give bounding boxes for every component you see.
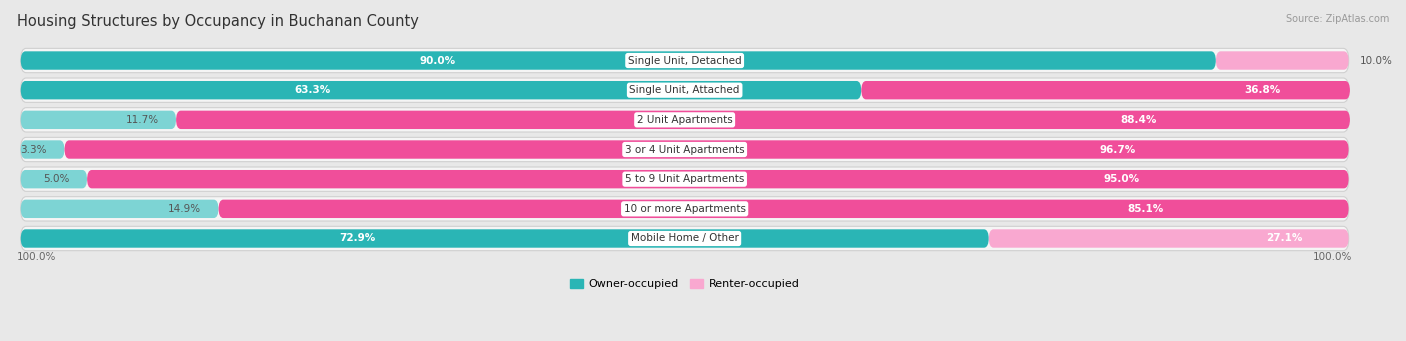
Text: 5 to 9 Unit Apartments: 5 to 9 Unit Apartments (626, 174, 744, 184)
Text: 96.7%: 96.7% (1099, 145, 1136, 154)
FancyBboxPatch shape (21, 51, 1216, 70)
FancyBboxPatch shape (1216, 51, 1348, 70)
FancyBboxPatch shape (21, 140, 65, 159)
FancyBboxPatch shape (218, 199, 1348, 218)
Text: 72.9%: 72.9% (339, 234, 375, 243)
FancyBboxPatch shape (21, 167, 1348, 191)
Text: 3 or 4 Unit Apartments: 3 or 4 Unit Apartments (624, 145, 745, 154)
FancyBboxPatch shape (176, 110, 1350, 129)
FancyBboxPatch shape (21, 199, 218, 218)
Text: 14.9%: 14.9% (169, 204, 201, 214)
Text: Mobile Home / Other: Mobile Home / Other (631, 234, 738, 243)
Text: 2 Unit Apartments: 2 Unit Apartments (637, 115, 733, 125)
Text: Single Unit, Attached: Single Unit, Attached (630, 85, 740, 95)
Text: 100.0%: 100.0% (1313, 252, 1353, 262)
FancyBboxPatch shape (21, 81, 862, 99)
Text: 63.3%: 63.3% (294, 85, 330, 95)
Text: Housing Structures by Occupancy in Buchanan County: Housing Structures by Occupancy in Bucha… (17, 14, 419, 29)
FancyBboxPatch shape (65, 140, 1348, 159)
FancyBboxPatch shape (21, 137, 1348, 162)
Text: 85.1%: 85.1% (1128, 204, 1163, 214)
Text: 90.0%: 90.0% (419, 56, 456, 65)
Text: 88.4%: 88.4% (1121, 115, 1157, 125)
Text: 10 or more Apartments: 10 or more Apartments (624, 204, 745, 214)
FancyBboxPatch shape (21, 48, 1348, 73)
FancyBboxPatch shape (21, 110, 176, 129)
FancyBboxPatch shape (21, 170, 87, 188)
Text: 3.3%: 3.3% (21, 145, 48, 154)
FancyBboxPatch shape (21, 226, 1348, 251)
FancyBboxPatch shape (21, 229, 988, 248)
Text: 10.0%: 10.0% (1360, 56, 1392, 65)
FancyBboxPatch shape (988, 229, 1348, 248)
FancyBboxPatch shape (862, 81, 1350, 99)
Text: 100.0%: 100.0% (17, 252, 56, 262)
Text: 36.8%: 36.8% (1244, 85, 1279, 95)
FancyBboxPatch shape (21, 197, 1348, 221)
FancyBboxPatch shape (21, 108, 1348, 132)
Text: 5.0%: 5.0% (44, 174, 70, 184)
Text: Single Unit, Detached: Single Unit, Detached (628, 56, 741, 65)
Legend: Owner-occupied, Renter-occupied: Owner-occupied, Renter-occupied (565, 274, 804, 294)
Text: 11.7%: 11.7% (125, 115, 159, 125)
Text: 95.0%: 95.0% (1104, 174, 1140, 184)
FancyBboxPatch shape (21, 78, 1348, 102)
Text: 27.1%: 27.1% (1265, 234, 1302, 243)
FancyBboxPatch shape (87, 170, 1348, 188)
Text: Source: ZipAtlas.com: Source: ZipAtlas.com (1285, 14, 1389, 24)
